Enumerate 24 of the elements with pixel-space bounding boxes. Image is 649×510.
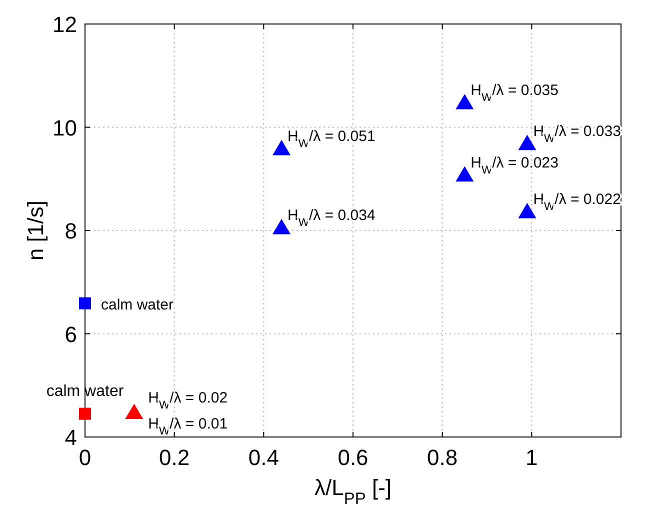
y-axis-title: n [1/s] (23, 200, 48, 260)
y-tick-label: 8 (64, 218, 77, 244)
y-tick-label: 10 (52, 115, 77, 140)
point (456, 166, 474, 182)
point (272, 140, 291, 156)
x-axis-title: λ/L$_{PP}$ [-] (314, 475, 392, 508)
y-tick-label: 6 (64, 322, 77, 347)
x-tick-label: 1 (526, 445, 538, 470)
point (125, 404, 144, 420)
x-tick-label: 0.6 (338, 445, 368, 470)
annotation: calm water (46, 382, 124, 400)
point (79, 408, 91, 420)
x-tick-label: 0.4 (248, 445, 279, 470)
x-tick-label: 0.8 (427, 445, 458, 470)
point (518, 134, 536, 150)
point (79, 297, 91, 310)
y-tick-label: 12 (52, 12, 77, 37)
point (456, 94, 474, 110)
x-tick-label: 0 (78, 445, 92, 470)
y-tick-label: 4 (64, 425, 77, 450)
x-tick-label: 0.2 (159, 445, 190, 470)
point (518, 202, 536, 218)
annotation: calm water (101, 296, 174, 314)
point (272, 218, 291, 234)
